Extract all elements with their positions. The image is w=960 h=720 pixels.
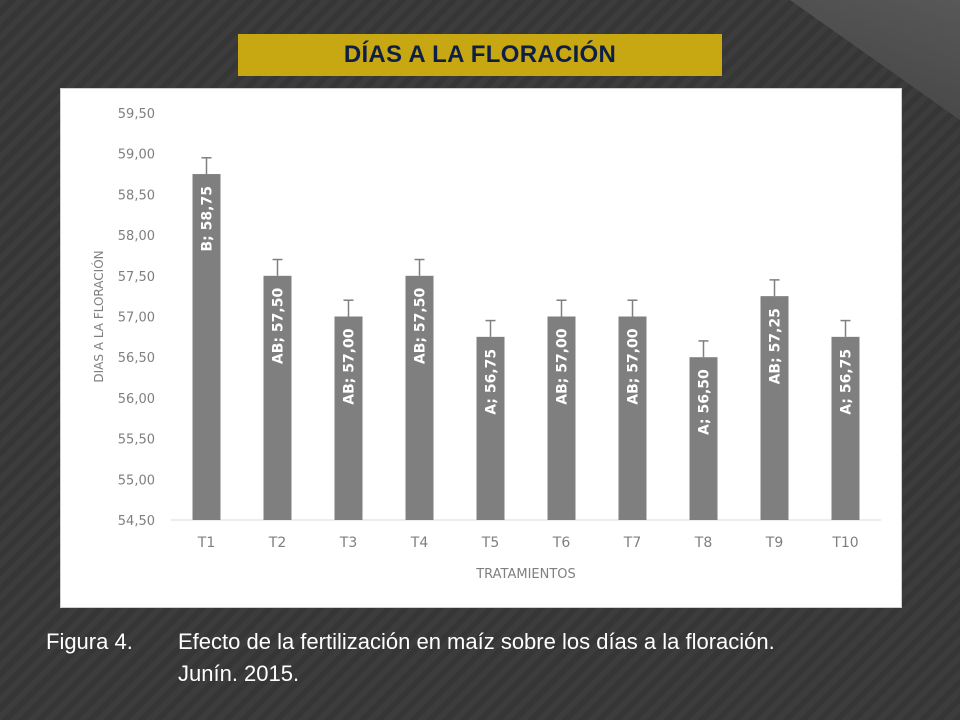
data-label-t10: A; 56,75 — [839, 349, 855, 415]
x-tick-label: T9 — [765, 535, 783, 551]
bar-t7 — [618, 316, 647, 520]
bar-t2 — [263, 275, 292, 520]
data-label-t7: AB; 57,00 — [626, 328, 642, 405]
x-tick-label: T8 — [694, 535, 712, 551]
x-tick-label: T1 — [197, 535, 215, 551]
bar-t3 — [334, 316, 363, 520]
caption-line-2: Junín. 2015. — [178, 661, 300, 686]
title-banner: DÍAS A LA FLORACIÓN — [238, 34, 722, 76]
y-tick-label: 56,50 — [118, 351, 155, 366]
bar-t1 — [192, 174, 221, 521]
y-tick-label: 57,00 — [118, 311, 155, 326]
x-tick-label: T5 — [481, 535, 499, 551]
y-tick-label: 58,00 — [118, 229, 155, 244]
figure-caption: Figura 4. Efecto de la fertilización en m… — [46, 626, 946, 690]
y-tick-label: 57,50 — [118, 270, 155, 285]
data-label-t2: AB; 57,50 — [271, 288, 287, 365]
x-tick-label: T3 — [339, 535, 357, 551]
x-tick-label: T10 — [831, 535, 858, 551]
y-tick-label: 55,00 — [118, 473, 155, 488]
y-tick-label: 54,50 — [118, 514, 155, 529]
x-tick-label: T7 — [623, 535, 641, 551]
y-tick-label: 59,50 — [118, 107, 155, 122]
data-label-t4: AB; 57,50 — [413, 288, 429, 365]
data-label-t9: AB; 57,25 — [768, 308, 784, 384]
bar-t10 — [831, 336, 860, 520]
x-tick-label: T2 — [268, 535, 286, 551]
caption-line-1: Efecto de la fertilización en maíz sobre… — [178, 629, 775, 654]
data-label-t5: A; 56,75 — [484, 349, 500, 415]
y-tick-label: 58,50 — [118, 188, 155, 203]
bar-t9 — [760, 296, 789, 520]
data-label-t1: B; 58,75 — [200, 186, 216, 251]
chart-panel: 54,50 55,00 55,50 56,00 56,50 57,00 57,50 58,00… — [60, 88, 902, 608]
bar-t4 — [405, 275, 434, 520]
bar-t6 — [547, 316, 576, 520]
y-tick-label: 56,00 — [118, 392, 155, 407]
data-label-t6: AB; 57,00 — [555, 328, 571, 405]
bar-t5 — [476, 336, 505, 520]
caption-label: Figura 4. — [46, 629, 133, 654]
data-label-t3: AB; 57,00 — [342, 328, 358, 405]
slide-title: DÍAS A LA FLORACIÓN — [343, 41, 617, 68]
data-label-t8: A; 56,50 — [697, 369, 713, 435]
x-axis-title: TRATAMIENTOS — [475, 567, 576, 582]
bar-t8 — [689, 357, 718, 520]
x-tick-label: T4 — [410, 535, 429, 551]
y-axis-title: DIAS A LA FLORACIÓN — [91, 250, 106, 382]
y-tick-label: 59,00 — [118, 148, 155, 163]
x-tick-label: T6 — [552, 535, 571, 551]
y-tick-label: 55,50 — [118, 433, 155, 448]
bar-chart: 54,50 55,00 55,50 56,00 56,50 57,00 57,50 58,00… — [91, 107, 881, 582]
